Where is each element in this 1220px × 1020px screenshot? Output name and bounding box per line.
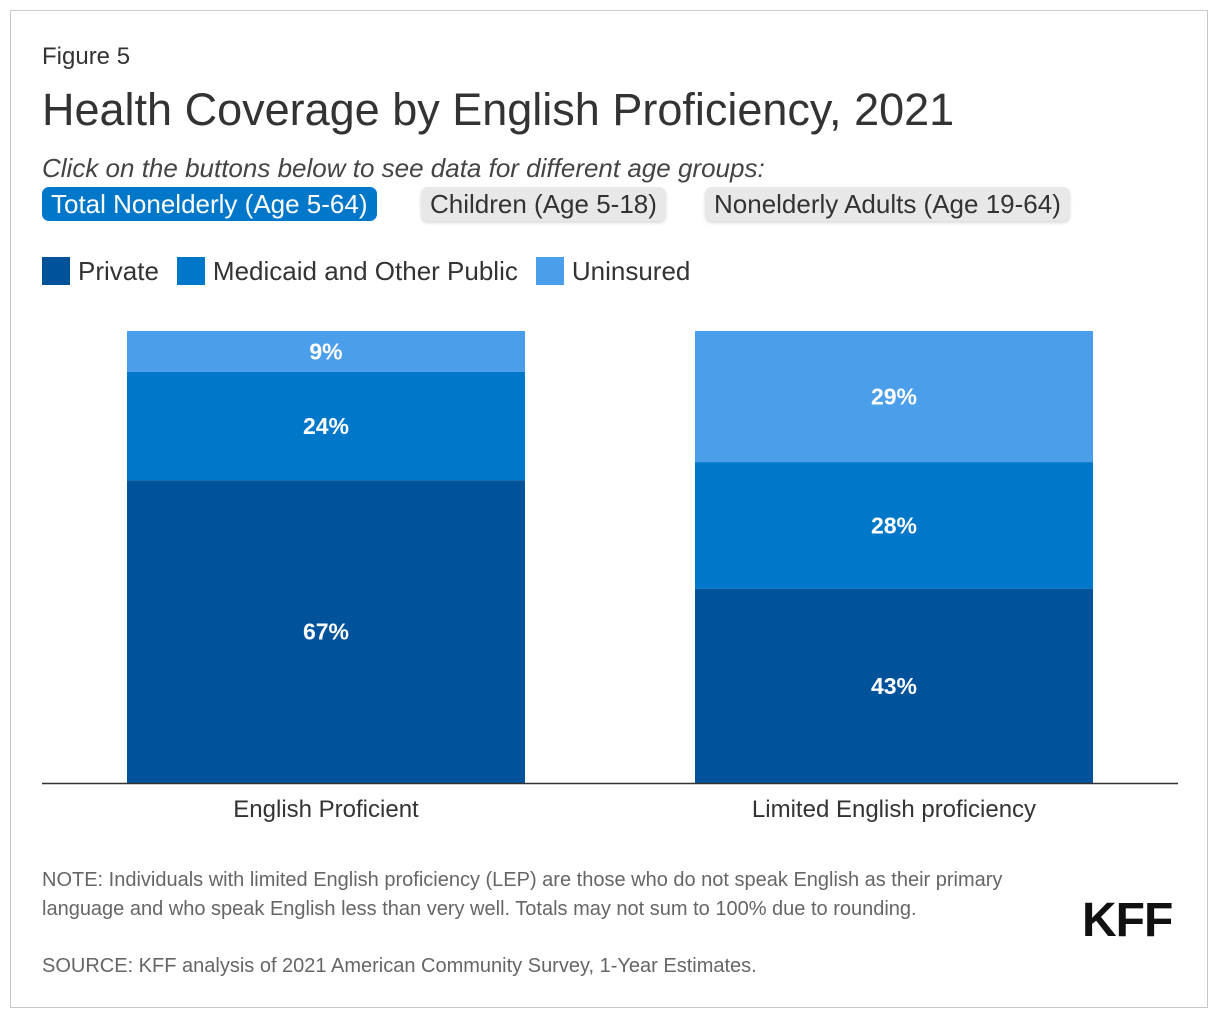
legend-label-uninsured: Uninsured [571,255,691,286]
legend-swatch-medicaid [176,257,205,285]
bar-limited-english-proficiency-uninsured [695,331,1093,463]
bar-english-proficient-private [127,480,525,783]
figure-label: Figure 5 [42,43,131,70]
bar-limited-english-proficiency-private [695,588,1093,783]
stacked-bar-chart: 67% 24% 9% English Proficient 43% 28% 29% Limit… [42,331,1178,823]
data-label-limited-english-proficiency-private: 43% [871,673,917,699]
legend-swatch-uninsured [535,257,564,285]
bar-limited-english-proficiency-medicaid-and-other-public [695,462,1093,589]
bar-english-proficient-medicaid-and-other-public [127,371,525,481]
legend-label-private: Private [78,255,159,286]
data-label-limited-english-proficiency-uninsured: 29% [871,384,917,410]
chart-note: NOTE: Individuals with limited English p… [42,869,1003,920]
tab-nonelderly-adults-button[interactable]: Nonelderly Adults (Age 19-64) [705,187,1070,221]
x-tick-label-limited-english-proficiency: Limited English proficiency [752,796,1036,823]
data-label-english-proficient-private: 67% [303,619,349,645]
legend-item-uninsured: Uninsured [535,255,691,287]
bar-english-proficient-uninsured [127,331,525,372]
legend-item-private: Private [42,256,159,287]
legend-item-medicaid: Medicaid and Other Public [176,255,518,287]
legend-label-medicaid: Medicaid and Other Public [212,255,518,286]
data-label-limited-english-proficiency-medicaid-and-other-public: 28% [871,512,917,538]
chart-legend: Private Medicaid and Other Public Uninsu… [42,255,708,287]
data-label-english-proficient-uninsured: 9% [309,338,342,364]
chart-source: SOURCE: KFF analysis of 2021 American Co… [42,955,757,977]
tab-total-nonelderly-button[interactable]: Total Nonelderly (Age 5-64) [42,187,377,221]
chart-instructions: Click on the buttons below to see data f… [42,153,765,183]
data-label-english-proficient-medicaid-and-other-public: 24% [303,413,349,439]
tab-children-button[interactable]: Children (Age 5-18) [421,187,666,221]
x-tick-label-english-proficient: English Proficient [233,796,419,823]
kff-logo: KFF [1082,894,1173,947]
legend-swatch-private [42,257,70,285]
chart-title: Health Coverage by English Proficiency, … [42,84,955,135]
